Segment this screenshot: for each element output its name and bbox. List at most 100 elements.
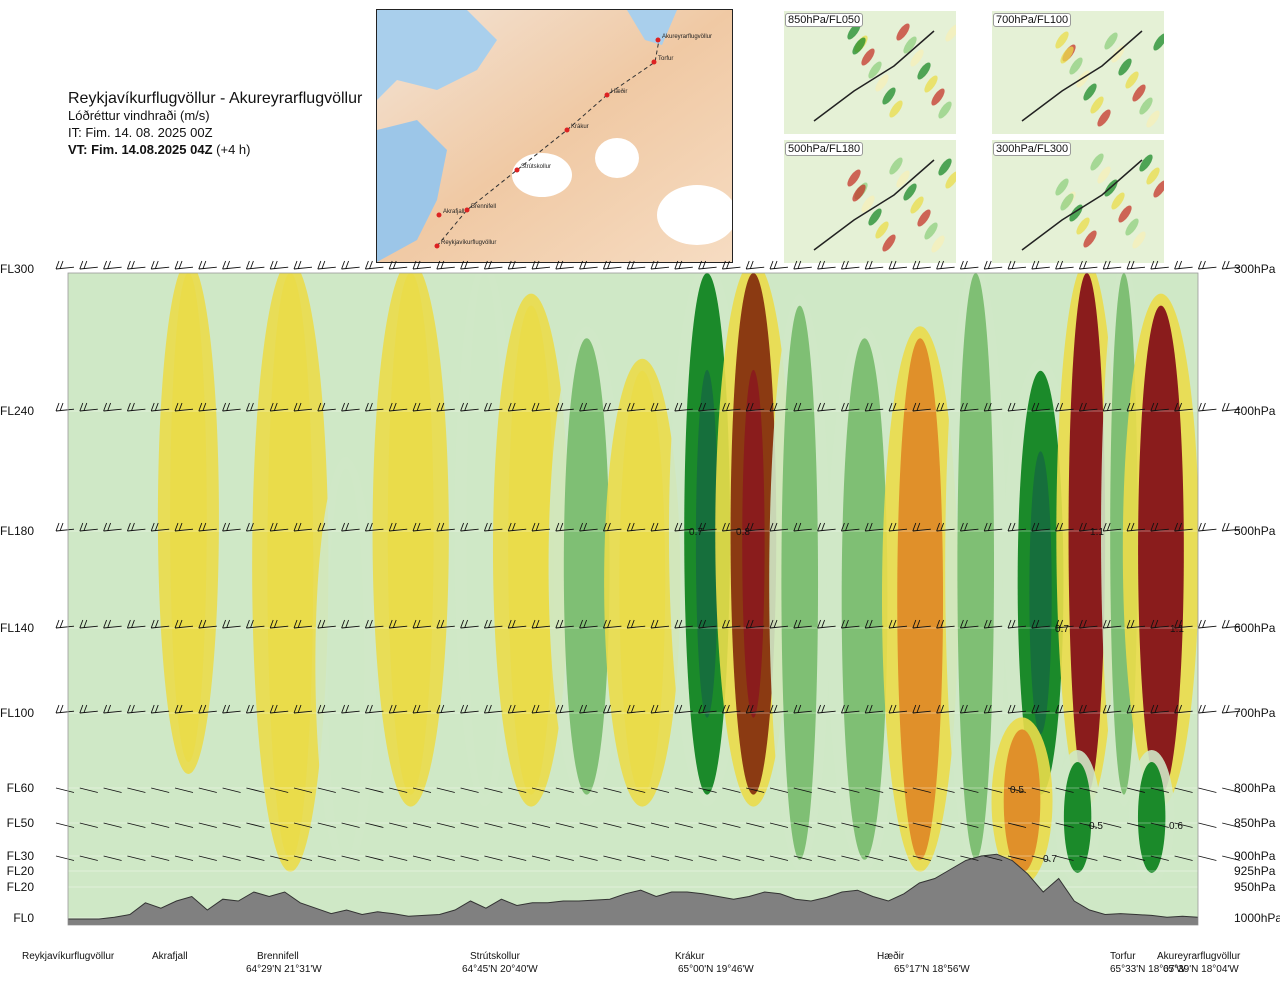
wind-barb-feather [606,402,611,412]
wind-barb-feather [797,619,802,629]
map-point [655,37,661,43]
wind-barb-feather [1011,704,1016,714]
wind-barb-feather [626,522,631,532]
wind-barb-feather [198,619,203,629]
wind-barb-feather [555,704,560,714]
wind-barb-feather [531,619,536,629]
wind-barb [603,266,622,270]
pressure-label: 850hPa [1234,816,1276,830]
wind-barb [1174,625,1193,629]
wind-barb-feather [773,402,778,412]
wind-barb-feather [368,619,373,629]
wind-barb [579,266,598,270]
wind-barb [79,787,98,793]
wind-barb-feather [1225,522,1230,532]
wind-barb [222,855,241,861]
wind-barb [865,855,884,861]
wind-barb-feather [392,522,397,532]
wind-barb-feather [555,260,560,270]
wind-barb-feather [1130,260,1135,270]
wind-barb [865,266,884,270]
wind-barb-feather [317,619,322,629]
wind-barb-feather [1011,402,1016,412]
thumb-field [1132,231,1146,249]
wind-barb [1150,625,1169,629]
wind-barb-feather [821,402,826,412]
wind-barb [1007,855,1027,861]
wind-barb [246,710,265,714]
wind-barb [1198,787,1217,793]
wind-barb-feather [888,522,893,532]
wind-barb [817,822,836,828]
wind-barb [174,528,194,532]
wind-barb [674,266,693,270]
wind-barb-feather [511,402,516,412]
thumb-field [938,101,952,119]
wind-barb-feather [150,260,155,270]
thumb-field [1090,96,1104,114]
wind-barb [603,528,622,532]
wind-barb-feather [654,522,659,532]
thumb-field [1104,32,1118,50]
velocity-band [957,273,995,860]
wind-barb-feather [630,402,635,412]
wind-barb-feather [844,704,849,714]
wind-barb [531,266,551,270]
wind-barb [579,625,598,629]
wind-barb-feather [345,260,350,270]
wind-barb [817,710,836,714]
wind-barb [341,855,360,861]
wind-barb-feather [341,522,346,532]
thumbnail-label: 850hPa/FL050 [785,13,864,27]
wind-barb [293,822,313,828]
velocity-band [327,468,365,860]
wind-barb-feather [59,704,64,714]
pressure-label: 300hPa [1234,262,1276,276]
wind-barb-feather [745,522,750,532]
wind-barb-feather [745,260,750,270]
wind-barb-feather [483,619,488,629]
thumb-field [945,24,956,42]
route-title: Reykjavíkurflugvöllur - Akureyrarflugvöl… [68,90,363,107]
wind-barb [698,528,717,532]
wind-barb [1198,625,1217,629]
wind-barb-feather [83,619,88,629]
thumbnail-700[interactable]: 700hPa/FL100 [992,11,1164,134]
wind-barb-feather [793,522,798,532]
thumb-field [1097,166,1111,184]
wind-barb [412,710,432,714]
location-name: Hæðir [877,951,905,962]
wind-barb-feather [773,704,778,714]
wind-barb [841,822,860,828]
wind-barb [746,266,765,270]
wind-barb [1198,408,1217,412]
wind-barb-feather [392,402,397,412]
wind-barb-feather [55,522,60,532]
wind-barb-feather [963,402,968,412]
wind-barb [603,408,622,412]
wind-barb-feather [1035,704,1040,714]
wind-barb [841,625,860,629]
thumb-field [1076,217,1090,235]
wind-barb-feather [940,704,945,714]
wind-barb [484,787,503,793]
wind-barb-feather [178,260,183,270]
wind-barb-feather [745,704,750,714]
wind-barb-feather [630,619,635,629]
wind-barb [865,710,884,714]
thumbnail-500[interactable]: 500hPa/FL180 [784,140,956,263]
thumb-route [813,159,935,251]
wind-barb [579,408,598,412]
wind-barb [960,625,979,629]
wind-barb-feather [511,522,516,532]
thumbnail-850[interactable]: 850hPa/FL050 [784,11,956,134]
wind-barb-feather [154,619,159,629]
wind-barb-feather [1178,402,1183,412]
wind-barb-feather [464,402,469,412]
thumb-field [861,195,875,213]
wind-barb [341,266,360,270]
wind-barb-feather [507,704,512,714]
wind-barb-feather [1126,704,1131,714]
thumbnail-300[interactable]: 300hPa/FL300 [992,140,1164,263]
wind-barb-feather [1174,402,1179,412]
